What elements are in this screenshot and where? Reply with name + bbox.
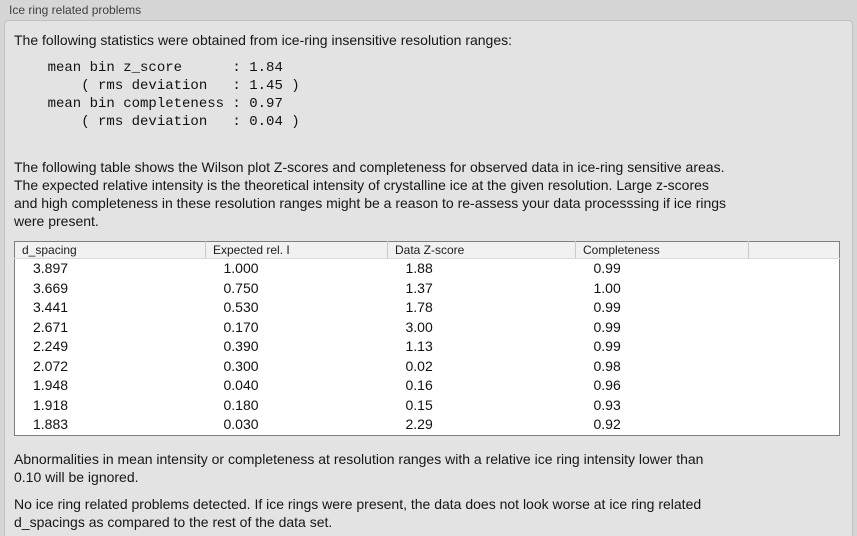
column-header[interactable]: Data Z-score: [387, 241, 576, 259]
table-cell: [749, 318, 840, 338]
table-row[interactable]: 2.671 0.170 3.00 0.99: [15, 318, 840, 338]
stats-intro-text: The following statistics were obtained f…: [14, 32, 513, 48]
table-cell: 1.883: [33, 416, 69, 432]
table-row[interactable]: 3.669 0.750 1.37 1.00: [15, 279, 840, 299]
table-description: The following table shows the Wilson plo…: [14, 159, 727, 229]
table-cell: 0.390: [223, 338, 259, 354]
ignore-note-text: Abnormalities in mean intensity or compl…: [14, 450, 704, 485]
table-cell: 3.441: [33, 299, 69, 315]
table-row[interactable]: 1.883 0.030 2.29 0.92: [15, 415, 840, 435]
table-cell: 2.671: [33, 318, 69, 335]
table-cell: 0.170: [223, 318, 259, 335]
table-cell: 0.99: [593, 299, 621, 315]
table-row[interactable]: 3.897 1.000 1.88 0.99: [15, 259, 840, 279]
section-panel: The following statistics were obtained f…: [4, 20, 853, 536]
table-cell: 0.92: [593, 416, 621, 432]
table-cell: 0.180: [223, 396, 259, 413]
table-cell: [749, 298, 840, 318]
table-cell: [749, 357, 840, 377]
table-cell: 1.37: [405, 279, 433, 296]
table-row[interactable]: 1.918 0.180 0.15 0.93: [15, 396, 840, 416]
column-header[interactable]: Expected rel. I: [205, 241, 388, 259]
table-cell: 2.29: [405, 416, 433, 432]
table-cell: 0.96: [593, 377, 621, 393]
table-row[interactable]: 2.072 0.300 0.02 0.98: [15, 357, 840, 377]
section-title: Ice ring related problems: [9, 3, 142, 17]
table-cell: 3.00: [405, 318, 433, 335]
column-header[interactable]: Completeness: [575, 241, 749, 259]
table-cell: 1.88: [405, 260, 433, 276]
table-cell: 1.13: [405, 338, 433, 354]
table-cell: 2.249: [33, 338, 69, 354]
table-cell: [749, 396, 840, 416]
table-cell: 1.00: [593, 279, 621, 296]
table-cell: [749, 279, 840, 299]
table-cell: 1.948: [33, 377, 69, 393]
table-cell: 0.040: [223, 377, 259, 393]
table-row[interactable]: 1.948 0.040 0.16 0.96: [15, 376, 840, 396]
ice-ring-data-table[interactable]: d_spacing Expected rel. I Data Z-score Comp…: [14, 241, 840, 436]
stats-block: mean bin z_score : 1.84 ( rms deviation …: [47, 60, 300, 130]
table-cell: 0.93: [593, 396, 621, 413]
table-cell: [749, 337, 840, 357]
table-cell: 0.98: [593, 357, 621, 374]
table-cell: 1.918: [33, 396, 69, 413]
table-row[interactable]: 3.441 0.530 1.78 0.99: [15, 298, 840, 318]
table-cell: 0.16: [405, 377, 433, 393]
table-cell: 0.300: [223, 357, 259, 374]
table-cell: 0.530: [223, 299, 259, 315]
table-cell: 1.78: [405, 299, 433, 315]
table-cell: [749, 259, 840, 279]
column-header[interactable]: d_spacing: [14, 241, 206, 259]
table-body: 3.897 1.000 1.88 0.99 3.669 0.750 1.37 1.00 3.44…: [15, 259, 840, 436]
ice-ring-table[interactable]: d_spacing Expected rel. I Data Z-score Comp…: [14, 241, 843, 436]
table-cell: 0.030: [223, 416, 259, 432]
table-cell: 2.072: [33, 357, 69, 374]
table-cell: 0.99: [593, 260, 621, 276]
column-header[interactable]: [748, 241, 840, 259]
table-cell: 3.669: [33, 279, 69, 296]
table-cell: 0.750: [223, 279, 259, 296]
table-cell: 0.02: [405, 357, 433, 374]
table-cell: 0.15: [405, 396, 433, 413]
conclusion-text: No ice ring related problems detected. I…: [14, 495, 702, 530]
table-row[interactable]: 2.249 0.390 1.13 0.99: [15, 337, 840, 357]
table-cell: [749, 376, 840, 396]
table-cell: 0.99: [593, 338, 621, 354]
table-cell: 3.897: [33, 260, 69, 276]
table-cell: 1.000: [223, 260, 259, 276]
table-cell: 0.99: [593, 318, 621, 335]
table-cell: [749, 415, 840, 435]
table-header-row: d_spacing Expected rel. I Data Z-score Comp…: [14, 241, 840, 259]
